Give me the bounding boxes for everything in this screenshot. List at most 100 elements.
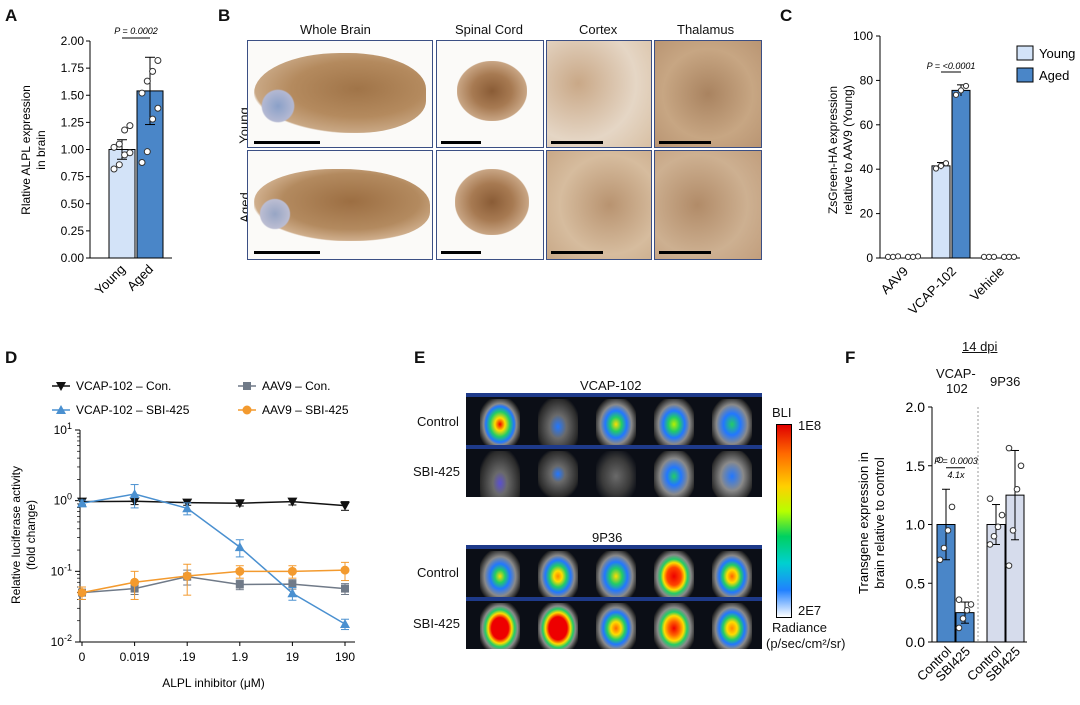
marker [340, 565, 350, 575]
spinal-cord-aged-image [436, 150, 544, 260]
x-tick-label: 1.9 [231, 650, 248, 664]
x-tick-label: 190 [335, 650, 355, 664]
bli-row-vcap102-sbi425 [466, 445, 762, 497]
marker [56, 405, 66, 414]
y-axis-title-line1: ZsGreen-HA expression [826, 86, 840, 214]
bli-row-label-sbi425-2: SBI-425 [413, 616, 460, 631]
data-point [909, 253, 917, 260]
data-point [126, 122, 134, 130]
y-tick-label: 2.0 [906, 399, 926, 415]
x-tick-label: Aged [124, 262, 156, 294]
data-point [955, 624, 963, 632]
column-header-cortex: Cortex [579, 22, 618, 37]
data-point [143, 148, 151, 156]
data-point [986, 495, 994, 502]
data-point [115, 140, 123, 148]
data-point [962, 82, 970, 90]
panel-f-group1-line2: 102 [946, 381, 968, 396]
y-tick-label: 60 [860, 118, 874, 132]
data-point [980, 253, 988, 260]
marker [234, 542, 245, 552]
series-line [81, 493, 346, 625]
y-tick-label: 0.0 [906, 634, 926, 650]
y-axis-title-line1: Rlative ALPL expression [19, 85, 33, 215]
legend-label: AAV9 – Con. [262, 379, 330, 393]
data-point [914, 253, 922, 260]
marker [235, 580, 244, 589]
marker [182, 503, 193, 513]
marker [340, 618, 350, 628]
data-point [889, 253, 897, 260]
bli-row-label-control-2: Control [417, 565, 459, 580]
bli-group-9p36-label: 9P36 [592, 530, 623, 545]
y-tick-label: 101 [54, 421, 72, 437]
y-tick-label: 1.00 [61, 143, 85, 157]
y-tick-label: 0.25 [61, 224, 85, 238]
chart-d: 10-2 10-1 100 101 0 0.019 .19 1.9 19 190 VCAP-102 … [9, 379, 355, 690]
bli-group-vcap102-label: VCAP-102 [580, 378, 642, 393]
marker [77, 588, 87, 598]
data-point [110, 143, 118, 151]
thalamus-young-image [654, 40, 762, 148]
colorbar-gradient [776, 424, 792, 618]
y-tick-label: 0.00 [61, 251, 85, 265]
data-point [948, 503, 956, 511]
marker [287, 497, 298, 507]
y-tick-label: 10-1 [51, 562, 72, 578]
data-point [985, 253, 993, 260]
bar-young [931, 165, 951, 259]
column-header-spinal-cord: Spinal Cord [455, 22, 523, 37]
legend-swatch-aged [1016, 67, 1034, 83]
y-tick-label: 0.75 [61, 170, 85, 184]
cortex-young-image [546, 40, 652, 148]
legend-label-young: Young [1039, 46, 1075, 61]
legend-label: VCAP-102 – SBI-425 [76, 403, 190, 417]
y-tick-label: 1.5 [906, 458, 926, 474]
bli-row-vcap102-control [466, 393, 762, 445]
data-point [121, 126, 129, 134]
panel-letter-a: A [5, 6, 18, 25]
data-point [1009, 527, 1017, 534]
y-tick-label: 100 [853, 29, 873, 43]
data-point [990, 253, 998, 260]
data-point [154, 104, 162, 112]
data-point [932, 165, 940, 172]
column-header-thalamus: Thalamus [677, 22, 735, 37]
bli-row-label-sbi425-1: SBI-425 [413, 464, 460, 479]
panel-f-header: 14 dpi [962, 339, 998, 354]
y-tick-label: 0 [866, 251, 873, 265]
p-value-label: P = 0.0003 [934, 456, 977, 466]
y-tick-label: 40 [860, 162, 874, 176]
marker [235, 566, 245, 576]
data-point [894, 253, 902, 260]
y-tick-label: 1.75 [61, 61, 85, 75]
data-point [1005, 253, 1013, 260]
marker [287, 588, 298, 598]
data-point [937, 162, 945, 169]
data-point [1013, 485, 1021, 493]
data-point [115, 161, 123, 169]
data-point [1010, 253, 1018, 260]
data-point [957, 87, 965, 94]
x-tick-label: 19 [286, 650, 300, 664]
data-point [1017, 462, 1025, 470]
marker [77, 498, 87, 508]
column-header-whole-brain: Whole Brain [300, 22, 371, 37]
marker [288, 580, 297, 589]
data-point [1005, 444, 1013, 452]
panel-f-group2: 9P36 [990, 374, 1021, 389]
marker [130, 577, 140, 587]
spinal-cord-young-image [436, 40, 544, 148]
y-tick-label: 80 [860, 73, 874, 87]
panel-letter-d: D [5, 348, 18, 367]
colorbar-max-label: 1E8 [798, 418, 822, 433]
series-line [81, 569, 346, 594]
panel-letter-c: C [780, 6, 793, 25]
legend-label: VCAP-102 – Con. [76, 379, 171, 393]
x-axis-title: ALPL inhibitor (μM) [162, 676, 265, 690]
data-point [963, 606, 971, 614]
marker [340, 501, 350, 511]
data-point [936, 456, 944, 464]
data-point [967, 601, 975, 608]
colorbar-min-label: 2E7 [798, 603, 822, 618]
